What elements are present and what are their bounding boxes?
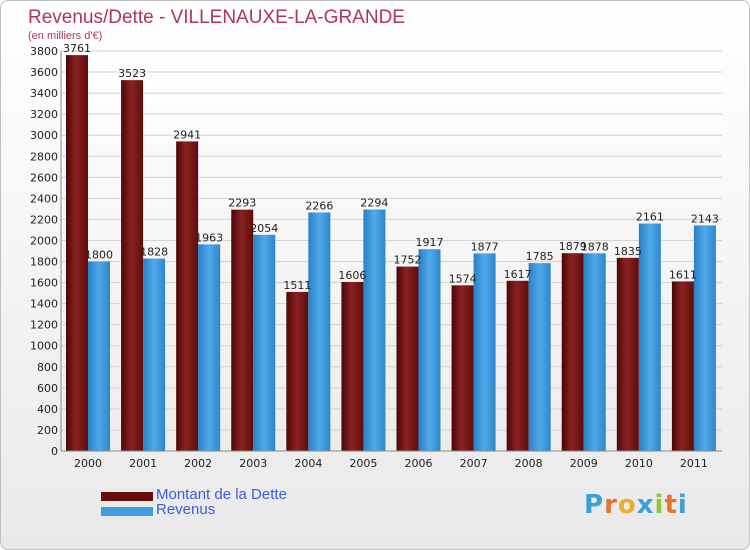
logo-letter: t <box>664 490 678 520</box>
value-label-revenus: 2143 <box>691 212 719 225</box>
proxiti-logo: Proxiti <box>584 490 688 520</box>
logo-letter: i <box>654 490 665 520</box>
logo-letter: o <box>617 490 637 520</box>
bar-revenus <box>693 225 716 451</box>
bar-revenus <box>473 253 496 451</box>
value-label-revenus: 2054 <box>250 222 278 235</box>
bar-revenus <box>638 223 661 451</box>
value-label-revenus: 2161 <box>636 211 664 224</box>
bar-dette <box>616 257 639 451</box>
y-tick-label: 1800 <box>30 256 58 269</box>
value-label-revenus: 2266 <box>305 199 333 212</box>
x-tick-label: 2001 <box>129 457 157 470</box>
x-tick-label: 2000 <box>74 457 102 470</box>
y-tick-label: 400 <box>37 403 58 416</box>
chart-subtitle: (en milliers d'€) <box>28 30 103 42</box>
y-tick-label: 600 <box>37 382 58 395</box>
bar-dette <box>66 55 88 452</box>
bar-dette <box>561 253 584 451</box>
legend-swatch-revenus <box>101 507 153 516</box>
bar-revenus <box>88 261 110 451</box>
x-tick-label: 2009 <box>570 457 598 470</box>
x-tick-label: 2007 <box>460 457 488 470</box>
bar-revenus <box>253 234 276 451</box>
y-tick-label: 2800 <box>30 150 58 163</box>
x-tick-label: 2004 <box>294 457 322 470</box>
x-tick-label: 2011 <box>680 457 708 470</box>
y-tick-label: 3800 <box>30 45 58 58</box>
value-label-revenus: 1828 <box>140 246 168 259</box>
value-label-revenus: 1877 <box>471 240 499 253</box>
logo-letter: i <box>677 490 688 520</box>
bar-dette <box>671 281 694 451</box>
bar-dette <box>451 285 474 451</box>
value-label-dette: 1835 <box>614 245 642 258</box>
y-tick-label: 3600 <box>30 66 58 79</box>
legend-swatch-dette <box>101 492 153 501</box>
y-tick-label: 800 <box>37 361 58 374</box>
y-tick-label: 1400 <box>30 298 58 311</box>
x-tick-label: 2002 <box>184 457 212 470</box>
x-tick-label: 2005 <box>349 457 377 470</box>
x-tick-label: 2008 <box>515 457 543 470</box>
logo-letter: r <box>604 490 618 520</box>
bar-dette <box>396 266 419 451</box>
value-label-dette: 1511 <box>283 279 311 292</box>
plot-area <box>61 51 722 451</box>
y-tick-label: 3400 <box>30 87 58 100</box>
x-tick-label: 2003 <box>239 457 267 470</box>
y-tick-label: 200 <box>37 424 58 437</box>
value-label-dette: 1574 <box>449 272 477 285</box>
y-tick-label: 0 <box>51 445 58 458</box>
logo-letter: P <box>584 490 605 520</box>
y-tick-label: 1200 <box>30 319 58 332</box>
logo-letter: x <box>636 490 655 520</box>
value-label-revenus: 1878 <box>581 240 609 253</box>
y-tick-label: 1000 <box>30 340 58 353</box>
bar-revenus <box>363 209 386 451</box>
bar-revenus <box>418 249 441 451</box>
legend-label-dette: Montant de la Dette <box>156 486 287 503</box>
value-label-dette: 2293 <box>228 197 256 210</box>
value-label-dette: 1606 <box>338 269 366 282</box>
bar-dette <box>231 209 254 451</box>
x-tick-label: 2006 <box>405 457 433 470</box>
bar-dette <box>176 141 199 451</box>
value-label-dette: 1752 <box>394 254 422 267</box>
x-tick-label: 2010 <box>625 457 653 470</box>
bar-revenus <box>583 253 606 451</box>
value-label-revenus: 1963 <box>195 231 223 244</box>
value-label-dette: 2941 <box>173 128 201 141</box>
y-tick-label: 2000 <box>30 234 58 247</box>
bar-dette <box>341 281 364 451</box>
value-label-dette: 1611 <box>669 268 697 281</box>
value-label-revenus: 1785 <box>526 250 554 263</box>
value-label-dette: 3761 <box>63 42 91 55</box>
bar-revenus <box>198 244 221 451</box>
y-tick-label: 1600 <box>30 277 58 290</box>
bar-dette <box>506 280 529 451</box>
value-label-dette: 1617 <box>504 268 532 281</box>
value-label-revenus: 2294 <box>360 197 388 210</box>
y-tick-label: 2600 <box>30 171 58 184</box>
y-tick-label: 2200 <box>30 213 58 226</box>
bar-revenus <box>143 258 166 451</box>
y-tick-label: 3200 <box>30 108 58 121</box>
y-tick-label: 3000 <box>30 129 58 142</box>
value-label-dette: 3523 <box>118 67 146 80</box>
bar-dette <box>286 291 309 451</box>
bar-revenus <box>308 212 331 451</box>
bar-dette <box>121 80 144 451</box>
bar-revenus <box>528 263 551 451</box>
chart-title: Revenus/Dette - VILLENAUXE-LA-GRANDE <box>28 7 405 28</box>
value-label-revenus: 1917 <box>416 236 444 249</box>
y-tick-label: 2400 <box>30 192 58 205</box>
legend-label-revenus: Revenus <box>156 501 216 518</box>
value-label-dette: 1879 <box>559 240 587 253</box>
value-label-revenus: 1800 <box>85 249 113 262</box>
